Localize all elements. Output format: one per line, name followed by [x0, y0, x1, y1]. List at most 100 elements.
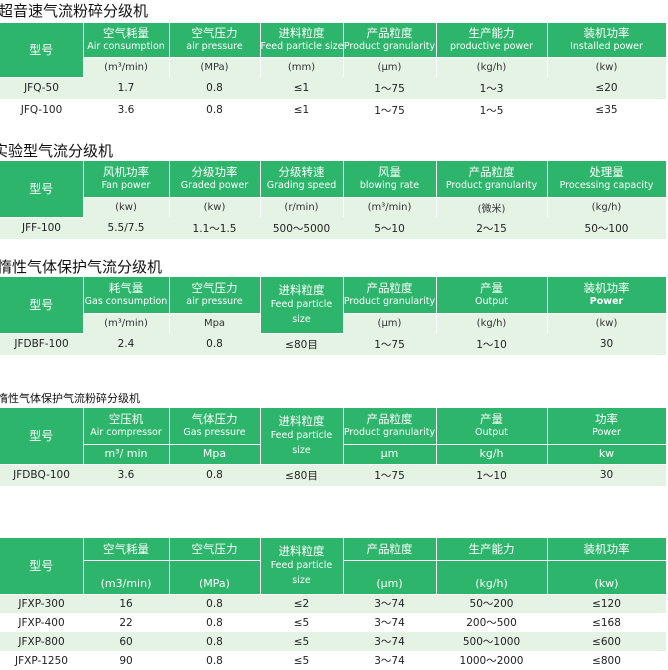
table-row: JFXP-400 22 0.8 ≤5 3～74 200～500 ≤168 — [0, 613, 666, 632]
unit-cell: Mpa — [169, 313, 261, 333]
unit-cell: (m³/min) — [83, 313, 170, 333]
cell: 1～3 — [436, 77, 547, 99]
cell: 30 — [547, 333, 666, 355]
spec-table-inert-gas-classifier: 型号 耗气量 Gas consumption 空气压力 air pressure 进… — [0, 277, 667, 355]
cell: 50～200 — [436, 594, 547, 613]
cell: 1～10 — [436, 333, 547, 355]
header-product-granularity: 产品粒度 Product granularity — [343, 408, 437, 445]
cell: 90 — [83, 651, 169, 670]
cell-model: JFXP-800 — [0, 632, 83, 651]
cell: 2～15 — [436, 217, 547, 239]
unit-cell: (kw) — [547, 560, 667, 595]
table-row: JFQ-100 3.6 0.8 ≤1 1～75 1～5 ≤35 — [0, 99, 666, 121]
unit-cell: (kw) — [547, 57, 667, 77]
cell-model: JFDBQ-100 — [0, 464, 83, 486]
cell-model: JFDBF-100 — [0, 333, 83, 355]
header-model: 型号 — [0, 23, 84, 78]
cell: 30 — [547, 464, 666, 486]
cell: 0.8 — [169, 632, 260, 651]
cell: 3～74 — [343, 651, 436, 670]
unit-cell: (kg/h) — [547, 197, 667, 217]
header-feed-size: 进料粒度 Feed particle size — [260, 23, 344, 58]
unit-cell: (μm) — [343, 57, 437, 77]
header-product-granularity: 产品粒度 Product granularity — [343, 23, 437, 58]
cell: 0.8 — [169, 651, 260, 670]
header-gas-pressure: 气体压力 Gas pressure — [169, 408, 261, 445]
section-title-inert-gas-mill-classifier: 惰性气体保护气流粉碎分级机 — [0, 392, 140, 405]
cell: 1.7 — [83, 77, 169, 99]
unit-cell: (kw) — [547, 313, 667, 333]
table-row: JFXP-300 16 0.8 ≤2 3～74 50～200 ≤120 — [0, 594, 666, 613]
cell-model: JFQ-100 — [0, 99, 83, 121]
cell: 0.8 — [169, 594, 260, 613]
cell: 1000～2000 — [436, 651, 547, 670]
unit-cell: (m³/min) — [343, 197, 437, 217]
unit-cell: (kg/h) — [436, 57, 548, 77]
cell: 60 — [83, 632, 169, 651]
header-productive-power: 生产能力 productive power — [436, 23, 548, 58]
cell: ≤1 — [260, 99, 343, 121]
header-feed-size: 进料粒度 Feed particle size — [260, 538, 344, 595]
header-air-pressure: 空气压力 air pressure — [169, 23, 261, 58]
spec-table-inert-gas-mill-classifier: 型号 空压机 Air compressor 气体压力 Gas pressure 进料… — [0, 408, 667, 486]
header-air-pressure: 空气压力 — [169, 538, 261, 561]
cell: 2.4 — [83, 333, 169, 355]
unit-cell: (kg/h) — [436, 560, 548, 595]
cell: 0.8 — [169, 333, 260, 355]
cell: 1～75 — [343, 333, 436, 355]
unit-cell: μm — [343, 444, 437, 465]
table-row: JFXP-1250 90 0.8 ≤5 3～74 1000～2000 ≤800 — [0, 651, 666, 670]
unit-cell: (kg/h) — [436, 313, 548, 333]
cell: 1～75 — [343, 77, 436, 99]
cell: 3.6 — [83, 464, 169, 486]
header-product-granularity: 产品粒度 Product granularity — [343, 277, 437, 314]
cell: 3～74 — [343, 613, 436, 632]
header-productive-power: 生产能力 — [436, 538, 548, 561]
unit-cell: m³/ min — [83, 444, 170, 465]
unit-cell: kg/h — [436, 444, 548, 465]
table-row: JFXP-800 60 0.8 ≤5 3～74 500～1000 ≤600 — [0, 632, 666, 651]
unit-cell: (μm) — [343, 560, 437, 595]
cell: ≤80目 — [260, 333, 343, 355]
cell: 500～5000 — [260, 217, 343, 239]
cell-model: JFF-100 — [0, 217, 83, 239]
cell: ≤2 — [260, 594, 343, 613]
section-title-lab-classifier: 实验型气流分级机 — [0, 142, 114, 160]
header-grading-speed: 分级转速 Grading speed — [260, 161, 344, 198]
cell: ≤800 — [547, 651, 666, 670]
header-output: 产量 Output — [436, 277, 548, 314]
unit-cell: (kw) — [83, 197, 170, 217]
header-output: 产量 Output — [436, 408, 548, 445]
cell-model: JFXP-300 — [0, 594, 83, 613]
header-fan-power: 风机功率 Fan power — [83, 161, 170, 198]
cell: 1～75 — [343, 464, 436, 486]
header-power: 装机功率 Power — [547, 277, 667, 314]
unit-cell: Mpa — [169, 444, 261, 465]
header-air-consumption: 空气耗量 Air consumption — [83, 23, 170, 58]
unit-cell: (m3/min) — [83, 560, 170, 595]
cell: 5～10 — [343, 217, 436, 239]
cell: ≤1 — [260, 77, 343, 99]
cell: 0.8 — [169, 77, 260, 99]
cell-model: JFQ-50 — [0, 77, 83, 99]
cell: ≤5 — [260, 651, 343, 670]
cell: 0.8 — [169, 464, 260, 486]
cell: 1～10 — [436, 464, 547, 486]
header-model: 型号 — [0, 161, 84, 218]
section-title-inert-gas-classifier: 惰性气体保护气流分级机 — [0, 258, 163, 276]
unit-cell: (r/min) — [260, 197, 344, 217]
header-gas-consumption: 耗气量 Gas consumption — [83, 277, 170, 314]
cell-model: JFXP-400 — [0, 613, 83, 632]
header-feed-size: 进料粒度 Feed particle size — [260, 408, 344, 465]
header-feed-size: 进料粒度 Feed particle size — [260, 277, 344, 334]
unit-cell: (μm) — [343, 313, 437, 333]
cell: 5.5/7.5 — [83, 217, 169, 239]
unit-cell: (mm) — [260, 57, 344, 77]
header-air-pressure: 空气压力 air pressure — [169, 277, 261, 314]
cell: 1～5 — [436, 99, 547, 121]
cell: ≤20 — [547, 77, 666, 99]
spec-table-jfxp-series: 型号 空气耗量 空气压力 进料粒度 Feed particle size 产品粒度… — [0, 538, 667, 670]
cell: 16 — [83, 594, 169, 613]
header-product-granularity: 产品粒度 Product granularity — [436, 161, 548, 198]
header-air-compressor: 空压机 Air compressor — [83, 408, 170, 445]
